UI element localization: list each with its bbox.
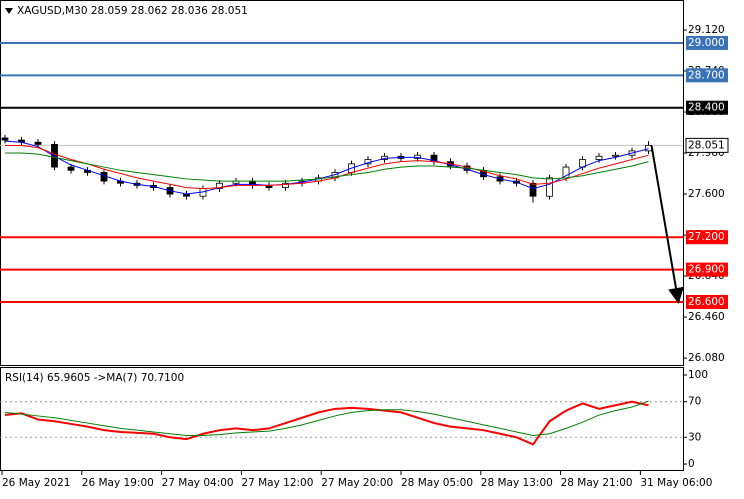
collapse-icon[interactable] xyxy=(5,8,13,14)
candle-body xyxy=(34,141,42,145)
x-tick-label: 28 May 13:00 xyxy=(481,477,553,489)
moving-average xyxy=(5,152,649,182)
x-tick-label: 27 May 04:00 xyxy=(162,477,234,489)
level-label: 26.900 xyxy=(688,264,725,276)
level-label: 28.400 xyxy=(688,102,725,114)
level-label: 28.700 xyxy=(688,69,725,81)
level-label-box xyxy=(686,100,728,115)
candle-body xyxy=(282,182,289,188)
x-tick-label: 31 May 06:00 xyxy=(640,477,712,489)
candle-body xyxy=(216,182,223,190)
rsi-panel xyxy=(0,367,684,471)
level-label-box xyxy=(686,262,728,277)
candle-body xyxy=(414,154,421,159)
level-label: 29.000 xyxy=(688,37,725,49)
level-label-box xyxy=(686,230,728,245)
x-tick-label: 26 May 2021 xyxy=(2,477,70,489)
current-price-label: 28.051 xyxy=(688,139,725,151)
rsi-title: RSI(14) 65.9605 ->MA(7) 70.7100 xyxy=(5,372,184,384)
chart-title: XAGUSD,M30 28.059 28.062 28.036 28.051 xyxy=(17,5,248,17)
candle-body xyxy=(612,154,619,157)
x-tick-label: 27 May 12:00 xyxy=(241,477,313,489)
y-tick-label: 26.080 xyxy=(688,352,725,364)
rsi-ma-line xyxy=(4,400,649,437)
x-tick-label: 26 May 19:00 xyxy=(82,477,154,489)
rsi-tick-label: 70 xyxy=(688,396,701,408)
moving-average xyxy=(5,144,649,190)
level-label-box xyxy=(686,294,728,309)
candle-body xyxy=(67,166,75,171)
level-label-box xyxy=(686,35,728,50)
level-label: 27.200 xyxy=(688,231,725,243)
current-price-box xyxy=(685,137,729,153)
x-tick-label: 28 May 05:00 xyxy=(401,477,473,489)
level-label: 26.600 xyxy=(688,296,725,308)
candle-body xyxy=(546,177,553,197)
candle-body xyxy=(595,155,603,160)
candle-body xyxy=(529,182,537,197)
moving-average xyxy=(4,140,649,195)
level-label-box xyxy=(686,68,728,83)
x-tick-label: 27 May 20:00 xyxy=(321,477,393,489)
rsi-tick-label: 0 xyxy=(688,458,695,470)
forecast-arrow xyxy=(650,145,684,304)
y-tick-label: 27.600 xyxy=(688,188,725,200)
main-panel xyxy=(0,0,684,366)
y-tick-label: 29.120 xyxy=(688,24,725,36)
candle-body xyxy=(1,137,9,141)
y-tick-label: 26.460 xyxy=(688,311,725,323)
x-tick-label: 28 May 21:00 xyxy=(561,477,633,489)
rsi-tick-label: 30 xyxy=(688,431,701,443)
candle-body xyxy=(645,144,652,152)
rsi-tick-label: 100 xyxy=(688,369,708,381)
rsi-line xyxy=(4,400,649,446)
